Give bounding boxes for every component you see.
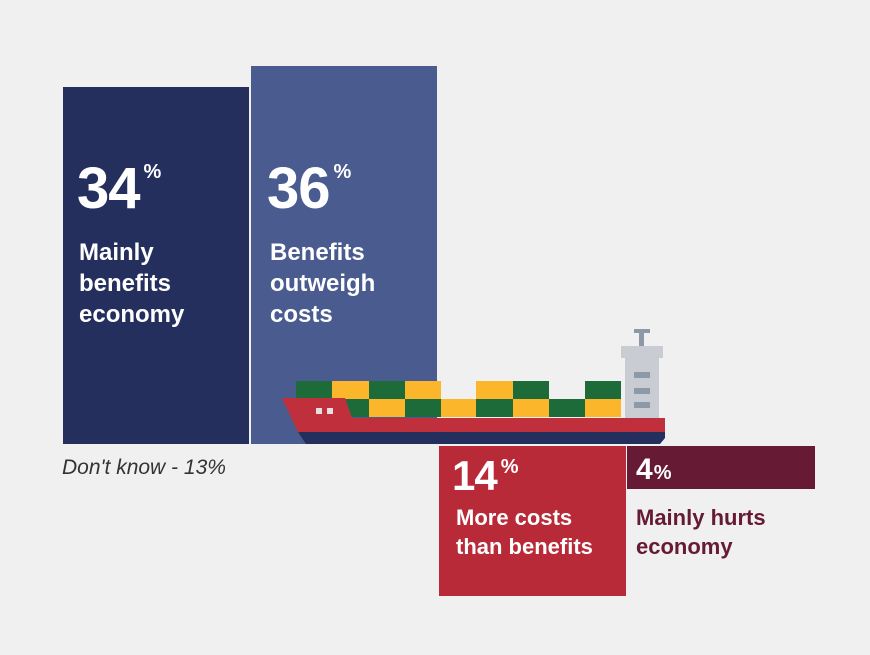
dont-know-note: Don't know - 13%	[62, 456, 226, 479]
data-label-benefits-outweigh: 36%	[267, 156, 352, 221]
bar-more-costs	[439, 446, 626, 596]
bar-mainly-benefits	[63, 87, 249, 444]
category-label-mainly-benefits: Mainly benefits economy	[79, 239, 185, 328]
category-label-mainly-hurts: Mainly hurts economy	[636, 505, 766, 559]
data-label-mainly-hurts: 4%	[636, 453, 672, 486]
data-label-mainly-benefits: 34%	[77, 156, 162, 221]
bar-mainly-hurts	[627, 446, 815, 489]
category-label-more-costs: More costs than benefits	[456, 505, 593, 559]
data-label-more-costs: 14%	[452, 452, 519, 499]
category-label-benefits-outweigh: Benefits outweigh costs	[270, 239, 376, 328]
